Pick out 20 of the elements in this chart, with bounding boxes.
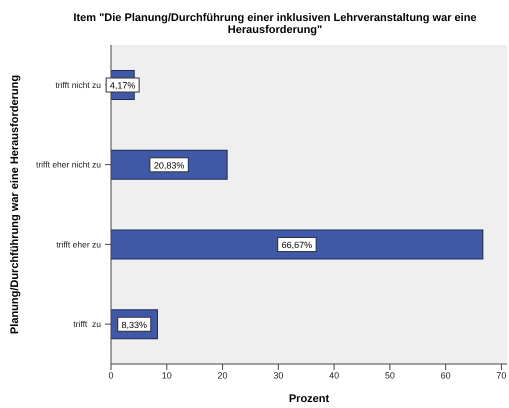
y-tick-label: trifft eher zu [56, 239, 102, 250]
data-label: 66,67% [282, 240, 312, 250]
x-tick-label: 10 [162, 370, 172, 380]
x-tick-label: 70 [496, 370, 506, 380]
x-tick-label: 50 [384, 370, 395, 380]
x-tick-label: 0 [108, 370, 114, 380]
data-label: 4,17% [110, 80, 136, 91]
y-tick-label: trifft nicht zu [55, 80, 102, 90]
x-tick-label: 40 [329, 370, 340, 380]
x-tick-label: 30 [273, 370, 284, 380]
x-tick-label: 20 [218, 370, 228, 380]
bar [111, 230, 484, 260]
data-label: 20,83% [154, 160, 184, 170]
y-tick-label: trifft zu [73, 319, 102, 330]
x-tick-label: 60 [440, 370, 451, 380]
y-axis-title: Planung/Durchführung war eine Herausforderung [8, 74, 21, 334]
chart-title: Item "Die Planung/Durchführung einer inklusiven Lehrveranstaltung war eine Herausforderung" [72, 12, 478, 36]
x-axis-title: Prozent [288, 393, 330, 405]
data-label: 8,33% [121, 320, 147, 330]
y-tick-label: trifft eher nicht zu [36, 160, 102, 170]
